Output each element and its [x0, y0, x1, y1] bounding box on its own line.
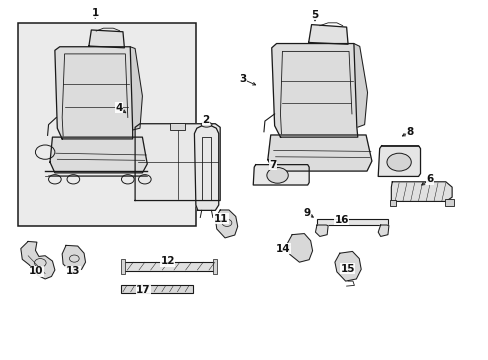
- Text: 12: 12: [160, 256, 175, 266]
- Text: 7: 7: [268, 160, 276, 170]
- Polygon shape: [271, 44, 357, 137]
- Polygon shape: [62, 246, 85, 272]
- Polygon shape: [55, 47, 132, 139]
- Polygon shape: [390, 182, 451, 202]
- Polygon shape: [334, 251, 361, 281]
- Text: 4: 4: [115, 103, 122, 113]
- Polygon shape: [353, 44, 367, 127]
- Polygon shape: [130, 47, 142, 130]
- Polygon shape: [315, 225, 327, 237]
- Text: 13: 13: [65, 266, 80, 276]
- Polygon shape: [21, 242, 55, 279]
- Polygon shape: [215, 210, 237, 238]
- Polygon shape: [308, 24, 347, 44]
- Text: 11: 11: [213, 213, 228, 224]
- Circle shape: [386, 153, 410, 171]
- Bar: [389, 200, 395, 206]
- Ellipse shape: [201, 122, 211, 127]
- Bar: [124, 262, 214, 271]
- Bar: [212, 259, 216, 274]
- Bar: [120, 259, 125, 274]
- Polygon shape: [267, 135, 371, 171]
- Polygon shape: [89, 30, 124, 48]
- Text: 1: 1: [91, 8, 99, 18]
- Text: 2: 2: [202, 115, 209, 125]
- Polygon shape: [135, 124, 220, 201]
- Bar: [170, 123, 184, 130]
- Polygon shape: [377, 225, 388, 237]
- Text: 9: 9: [303, 208, 310, 218]
- Polygon shape: [287, 234, 312, 262]
- Polygon shape: [377, 146, 420, 176]
- Text: 10: 10: [29, 266, 43, 276]
- Bar: [444, 199, 453, 206]
- Bar: [317, 219, 387, 225]
- Polygon shape: [50, 137, 147, 173]
- Text: 5: 5: [311, 10, 318, 20]
- Bar: [120, 285, 193, 293]
- Bar: [19, 23, 196, 226]
- Circle shape: [266, 167, 287, 183]
- Text: 14: 14: [276, 244, 290, 253]
- Text: 8: 8: [406, 127, 412, 137]
- Text: 15: 15: [340, 264, 354, 274]
- Text: 6: 6: [426, 174, 433, 184]
- Text: 16: 16: [334, 215, 348, 225]
- Text: 17: 17: [136, 285, 150, 295]
- Polygon shape: [253, 165, 308, 185]
- Text: 3: 3: [239, 74, 246, 84]
- Polygon shape: [194, 123, 218, 210]
